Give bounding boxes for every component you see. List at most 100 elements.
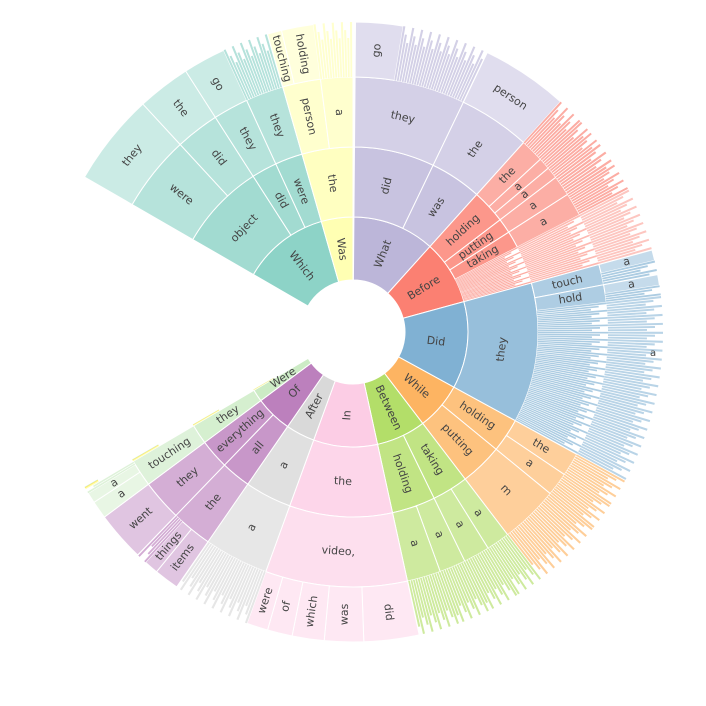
sunburst-fringe-2-0-3-35 <box>601 387 640 399</box>
sunburst-fringe-1-1-8 <box>458 266 510 288</box>
sunburst-fringe-6-0-0-3-15 <box>203 555 232 605</box>
sunburst-fringe-3-0-1-3-2 <box>560 478 594 503</box>
sunburst-fringe-2-0-3-22 <box>606 356 654 363</box>
sunburst-fringe-9-2-0-3-13 <box>261 43 278 89</box>
sunburst-segment-0-0-0-0[interactable] <box>354 21 404 81</box>
sunburst-segment-0-1-0-0[interactable] <box>462 51 562 144</box>
sunburst-fringe-4-0-1-3-6 <box>474 555 502 605</box>
sunburst-fringe-2-0-3-6 <box>607 313 663 319</box>
sunburst-fringe-1-0-2-3-2 <box>551 147 583 174</box>
sunburst-fringe-2-0-2-35 <box>533 372 587 386</box>
sunburst-fringe-2-0-3-29 <box>604 373 644 382</box>
sunburst-fringe-2-0-0-3-4 <box>603 273 650 285</box>
sunburst-fringe-1-0-0-3-5 <box>532 122 562 152</box>
sunburst-fringe-1-1-0-3-3 <box>560 151 607 186</box>
sunburst-fringe-10-0-1-3-6 <box>331 22 338 78</box>
sunburst-label-10-0-1: a <box>333 109 346 117</box>
sunburst-segment-1-2-0[interactable] <box>508 193 581 248</box>
sunburst-fringe-2-0-3-1 <box>606 299 654 307</box>
sunburst-fringe-10-0-1-3-7 <box>335 30 340 78</box>
sunburst-label-4-1-0: a <box>432 529 447 540</box>
sunburst-label-0-0: did <box>378 176 395 196</box>
sunburst-fringe-2-0-3-30 <box>603 375 659 388</box>
sunburst-fringe-3-0-0-3-2 <box>573 458 609 480</box>
sunburst-fringe-6-0-0-3-4 <box>236 567 257 612</box>
sunburst-fringe-1-2-2 <box>518 226 569 252</box>
sunburst-fringe-3-1-0-3-13 <box>527 517 561 553</box>
sunburst-fringe-1-3-18 <box>596 238 650 257</box>
sunburst-label-0-0-0: they <box>389 108 416 126</box>
sunburst-fringe-2-0-2-45 <box>528 389 596 414</box>
sunburst-fringe-3-1-0-3-10 <box>532 511 567 547</box>
sunburst-segment-7-0-0-1[interactable] <box>144 520 193 573</box>
sunburst-fringe-3-0-0-3-5 <box>569 464 605 487</box>
sunburst-segment-10-0-1[interactable] <box>319 76 354 150</box>
sunburst-fringe-6-0-0-3-2 <box>245 569 262 607</box>
sunburst-strip-1-3 <box>84 479 99 489</box>
sunburst-fringe-4-0-0-3-7 <box>492 544 521 585</box>
sunburst-label-0-0-0-0: go <box>370 43 384 58</box>
sunburst-strip-1-2 <box>132 444 159 461</box>
sunburst-fringe-3-1-0-3-6 <box>539 504 581 544</box>
sunburst-fringe-2-0-3-36 <box>600 390 655 405</box>
sunburst-fringe-2-0-2-36 <box>532 374 602 392</box>
sunburst-strip-2-3 <box>84 479 98 488</box>
sunburst-label-4-1-1: a <box>408 538 422 548</box>
sunburst-fringe-6-0-0-3-21 <box>187 547 219 596</box>
sunburst-fringe-4-0-0-3-2 <box>502 537 527 571</box>
sunburst-fringe-3-1-0-3-9 <box>534 510 575 551</box>
sunburst-segment-2-0-1-0[interactable] <box>603 274 661 295</box>
sunburst-fringe-2-0-2-41 <box>530 382 583 400</box>
sunburst-fringe-2-0-2-24 <box>536 353 607 363</box>
sunburst-strip-1-0 <box>253 378 274 390</box>
sunburst-fringe-2-0-3-16 <box>607 341 655 346</box>
sunburst-fringe-4-1-0-3-0 <box>463 561 489 612</box>
sunburst-fringe-4-1-0-3-7 <box>447 568 468 613</box>
sunburst-fringe-2-0-2-27 <box>535 358 606 371</box>
sunburst-fringe-7-0-0-3-3 <box>138 515 178 557</box>
sunburst-fringe-9-2-0-3-1 <box>229 55 251 100</box>
sunburst-fringe-4-1-1-3-9 <box>417 578 434 632</box>
sunburst-fringe-1-1-20 <box>463 284 516 301</box>
sunburst-fringe-6-0-0-3-9 <box>219 562 245 613</box>
sunburst-label-6-0: a <box>276 459 291 471</box>
sunburst-fringe-2-0-3-20 <box>607 351 647 357</box>
sunburst-fringe-1-3-5 <box>584 209 622 228</box>
sunburst-label-5-0-0-3: of <box>278 599 293 613</box>
sunburst-label-5-0-0-0: did <box>381 603 396 622</box>
sunburst-fringe-1-0-0-3-8 <box>537 128 567 157</box>
sunburst-fringe-4-1-1-3-3 <box>431 574 451 627</box>
sunburst-fringe-2-0-2-34 <box>533 370 595 386</box>
sunburst-fringe-0-0-0-3-24 <box>452 46 476 98</box>
sunburst-fringe-1-3-10 <box>589 219 634 239</box>
sunburst-fringe-2-0-3-51 <box>589 425 642 448</box>
sunburst-fringe-2-0-3-53 <box>587 429 625 447</box>
sunburst-fringe-2-0-2-13 <box>537 333 600 336</box>
sunburst-fringe-2-0-3-34 <box>601 385 649 398</box>
sunburst-fringe-9-2-0-3-14 <box>266 50 280 89</box>
sunburst-label-9-1-0-0: go <box>209 75 227 94</box>
sunburst-fringe-4-1-1-3-13 <box>408 580 421 627</box>
sunburst-fringe-1-2-6 <box>521 228 587 258</box>
sunburst-fringe-1-0-2-3-0 <box>548 132 592 170</box>
sunburst-fringe-1-2-0-3-7 <box>576 185 619 211</box>
sunburst-fringe-1-3-11 <box>590 225 628 241</box>
sunburst-fringe-2-0-2-19 <box>537 344 600 351</box>
sunburst-fringe-2-0-3-42 <box>596 404 651 423</box>
sunburst-fringe-0-0-0-3-19 <box>440 48 459 94</box>
sunburst-fringe-10-0-1-3-5 <box>329 38 335 78</box>
sunburst-fringe-9-2-0-3-2 <box>235 61 253 99</box>
sunburst-fringe-1-0-1-3-2 <box>543 136 575 164</box>
sunburst-fringe-1-0-0-3-9 <box>538 119 581 159</box>
sunburst-label-10: Was <box>334 237 350 261</box>
sunburst-segment-2-0-0-0[interactable] <box>598 249 656 274</box>
sunburst-fringe-1-2-4 <box>520 227 578 255</box>
sunburst-fringe-2-0-3-24 <box>606 361 661 370</box>
sunburst-fringe-1-0-2-3-3 <box>552 139 598 175</box>
sunburst-fringe-0-0-0-3-23 <box>449 59 467 97</box>
sunburst-fringe-9-2-0-3-9 <box>248 39 269 93</box>
sunburst-fringe-0-0-0-3-2 <box>399 42 409 82</box>
sunburst-fringe-1-0-2-3-4 <box>554 146 593 177</box>
sunburst-fringe-4-0-0-3-5 <box>496 541 521 575</box>
sunburst-fringe-1-2-1 <box>518 220 575 250</box>
